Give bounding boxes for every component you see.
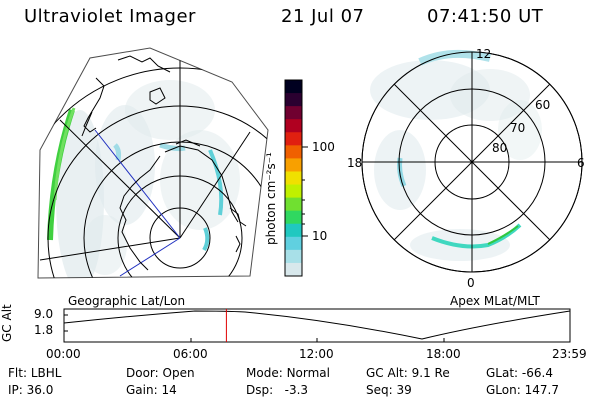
colorbar-segment xyxy=(285,171,302,186)
info-glat: GLat: -66.4 xyxy=(486,366,553,380)
alt-ytick-1-8: 1.8 xyxy=(34,323,54,337)
colorbar-ticks xyxy=(302,146,308,237)
colorbar-segment xyxy=(285,80,302,94)
colorbar-segment xyxy=(285,132,302,146)
mlt-label-6: 6 xyxy=(577,156,585,170)
apex-polar-plot xyxy=(361,49,583,273)
colorbar-segment xyxy=(285,158,302,172)
alt-xtick-1200: 12:00 xyxy=(299,347,334,361)
info-dsp: Dsp: -3.3 xyxy=(246,383,309,397)
colorbar-tick-10: 10 xyxy=(312,229,328,243)
info-door: Door: Open xyxy=(126,366,195,380)
colorbar-segment xyxy=(285,236,302,251)
colorbar-segment xyxy=(285,197,302,212)
info-flt: Flt: LBHL xyxy=(8,366,62,380)
aurora-arc-east xyxy=(208,149,224,216)
alt-xtick-0000: 00:00 xyxy=(46,347,81,361)
alt-xtick-1800: 18:00 xyxy=(426,347,461,361)
info-gain: Gain: 14 xyxy=(126,383,177,397)
alt-strip-ylabel: GC Alt xyxy=(0,304,14,342)
info-ip: IP: 36.0 xyxy=(8,383,54,397)
colorbar-segment xyxy=(285,223,302,238)
sub-solar-line xyxy=(119,237,181,277)
colorbar-segment xyxy=(285,210,302,225)
mlat-label-70: 70 xyxy=(510,121,526,135)
colorbar-segment xyxy=(285,249,302,264)
colorbar-unit: photon cm⁻²s⁻¹ xyxy=(264,152,278,245)
altitude-strip-chart xyxy=(63,308,571,343)
date-label: 21 Jul 07 xyxy=(281,6,365,27)
colorbar xyxy=(284,79,303,277)
colorbar-tick-100: 100 xyxy=(312,140,335,154)
time-label: 07:41:50 UT xyxy=(427,6,544,27)
instrument-title: Ultraviolet Imager xyxy=(24,6,196,27)
colorbar-segment xyxy=(285,145,302,159)
alt-xtick-0600: 06:00 xyxy=(173,347,208,361)
colorbar-segment xyxy=(285,119,302,133)
coastlines xyxy=(81,55,247,271)
apex-panel-label: Apex MLat/MLT xyxy=(450,294,540,308)
alt-xtick-2359: 23:59 xyxy=(552,347,587,361)
aurora-arc-apex xyxy=(431,223,522,249)
colorbar-segment xyxy=(285,93,302,107)
info-seq: Seq: 39 xyxy=(366,383,412,397)
alt-ytick-9: 9.0 xyxy=(34,307,54,321)
mlt-label-0: 0 xyxy=(467,276,475,290)
info-glon: GLon: 147.7 xyxy=(486,383,559,397)
info-mode: Mode: Normal xyxy=(246,366,330,380)
colorbar-segment xyxy=(285,184,302,199)
geo-panel-label: Geographic Lat/Lon xyxy=(68,294,186,308)
mlat-label-80: 80 xyxy=(492,141,508,155)
mlt-label-12: 12 xyxy=(476,47,492,61)
info-gc-alt: GC Alt: 9.1 Re xyxy=(366,366,450,380)
geographic-map xyxy=(37,47,269,279)
geo-meridians xyxy=(39,48,251,261)
colorbar-segment xyxy=(285,106,302,120)
mlt-label-18: 18 xyxy=(347,156,363,170)
mlat-label-60: 60 xyxy=(535,98,551,112)
colorbar-segment xyxy=(285,262,302,277)
